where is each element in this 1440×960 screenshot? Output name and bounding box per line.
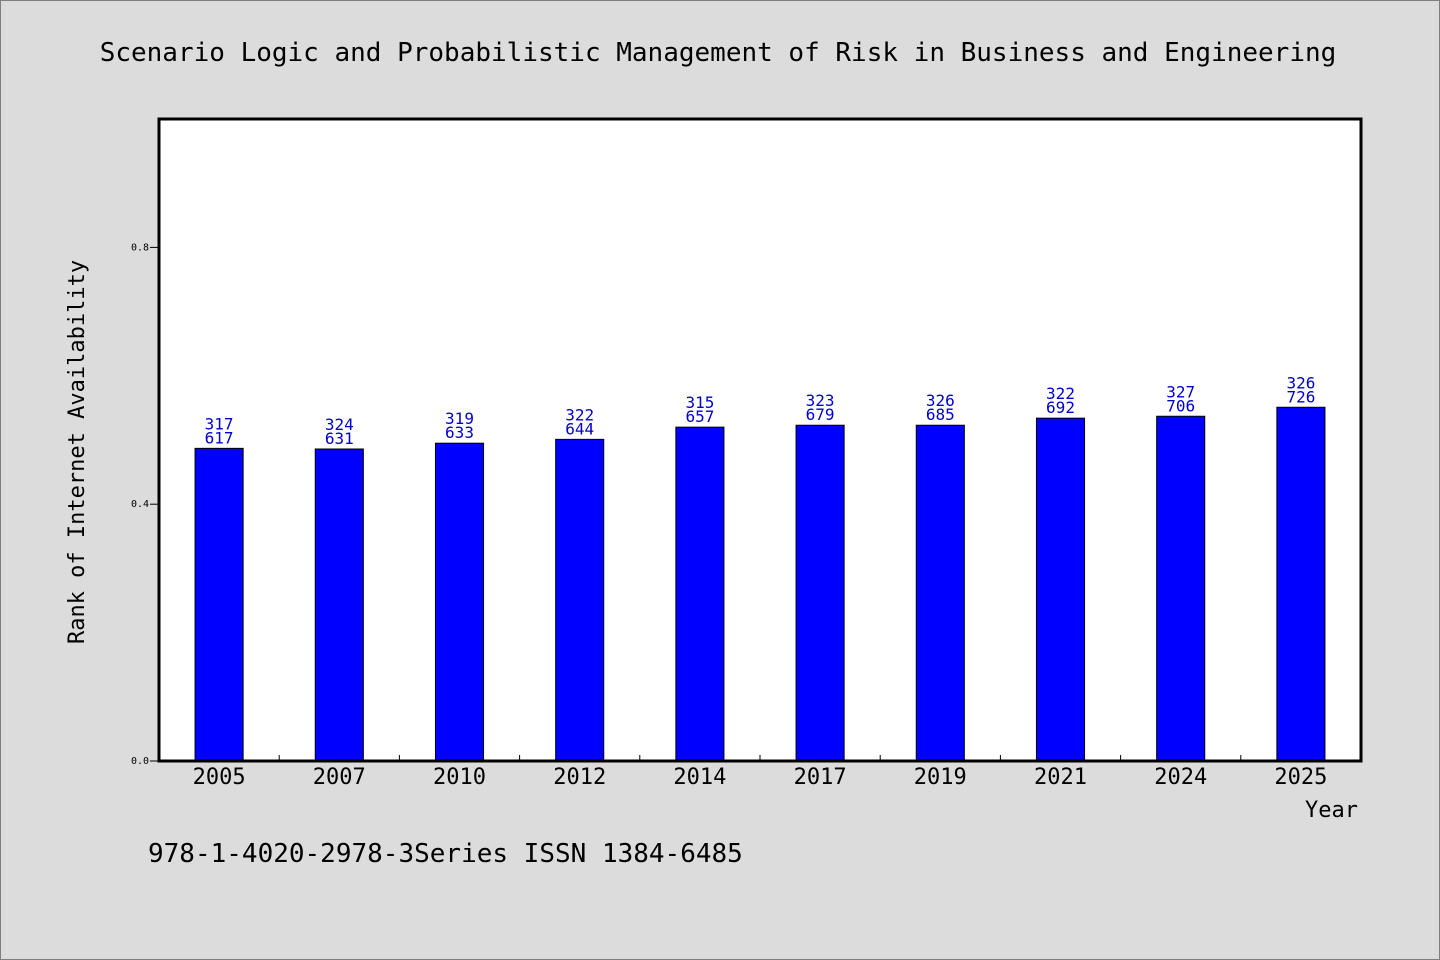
- data-label-2025-2: 726: [1286, 387, 1315, 406]
- bar-2017: [795, 424, 845, 762]
- bar-2010: [434, 442, 485, 762]
- x-tick-label-2019: 2019: [914, 765, 967, 790]
- bar-2024: [1156, 415, 1206, 762]
- data-label-2021-2: 692: [1046, 398, 1075, 417]
- data-label-2012-1: 322: [565, 405, 594, 424]
- x-tick-label-2021: 2021: [1034, 765, 1087, 790]
- bar-2021: [1035, 417, 1086, 762]
- x-tick-label-2010: 2010: [433, 765, 486, 790]
- x-tick-label-2012: 2012: [553, 765, 606, 790]
- data-label-2025-1: 326: [1286, 373, 1315, 392]
- footer-isbn-text: 978-1-4020-2978-3Series ISSN 1384-6485: [148, 839, 743, 869]
- y-tick-label-0: 0.0: [131, 756, 149, 767]
- y-tick-label-1: 0.4: [131, 499, 149, 510]
- bar-2025: [1276, 406, 1326, 762]
- x-axis-label: Year: [1305, 798, 1358, 823]
- x-axis: 2005 2007 2010 2012 2014 2017 2019 2021 2024 2025: [193, 755, 1327, 790]
- x-tick-label-2025: 2025: [1274, 765, 1327, 790]
- data-label-2007-2: 631: [325, 429, 354, 448]
- x-tick-label-2024: 2024: [1154, 765, 1207, 790]
- bar-2007: [314, 448, 364, 762]
- x-tick-label-2017: 2017: [794, 765, 847, 790]
- data-label-2014-2: 657: [685, 407, 714, 426]
- data-labels-layer: 3176173246313196333226443156573236793266…: [205, 373, 1316, 448]
- y-axis-label: Rank of Internet Availability: [65, 260, 90, 644]
- bars-layer: [194, 406, 1326, 762]
- bar-2012: [555, 438, 605, 762]
- data-label-2014-1: 315: [685, 393, 714, 412]
- data-label-2010-2: 633: [445, 423, 474, 442]
- data-label-2024-1: 327: [1166, 382, 1195, 401]
- data-label-2019-2: 685: [926, 405, 955, 424]
- bar-2005: [194, 447, 244, 762]
- data-label-2024-2: 706: [1166, 396, 1195, 415]
- bar-2014: [675, 426, 725, 762]
- data-label-2007-1: 324: [325, 415, 354, 434]
- data-label-2017-1: 323: [806, 391, 835, 410]
- bar-2019: [915, 424, 965, 762]
- x-tick-label-2014: 2014: [673, 765, 726, 790]
- data-label-2021-1: 322: [1046, 384, 1075, 403]
- data-label-2005-1: 317: [205, 414, 234, 433]
- data-label-2010-1: 319: [445, 409, 474, 428]
- plot-border: [157, 117, 1363, 763]
- y-tick-label-2: 0.8: [131, 242, 149, 253]
- x-tick-label-2005: 2005: [193, 765, 246, 790]
- y-axis: 0.0 0.4 0.8: [131, 242, 159, 767]
- data-label-2005-2: 617: [205, 428, 234, 447]
- data-label-2012-2: 644: [565, 419, 594, 438]
- chart-title: Scenario Logic and Probabilistic Managem…: [100, 38, 1337, 68]
- data-label-2017-2: 679: [806, 405, 835, 424]
- x-tick-label-2007: 2007: [313, 765, 366, 790]
- data-label-2019-1: 326: [926, 391, 955, 410]
